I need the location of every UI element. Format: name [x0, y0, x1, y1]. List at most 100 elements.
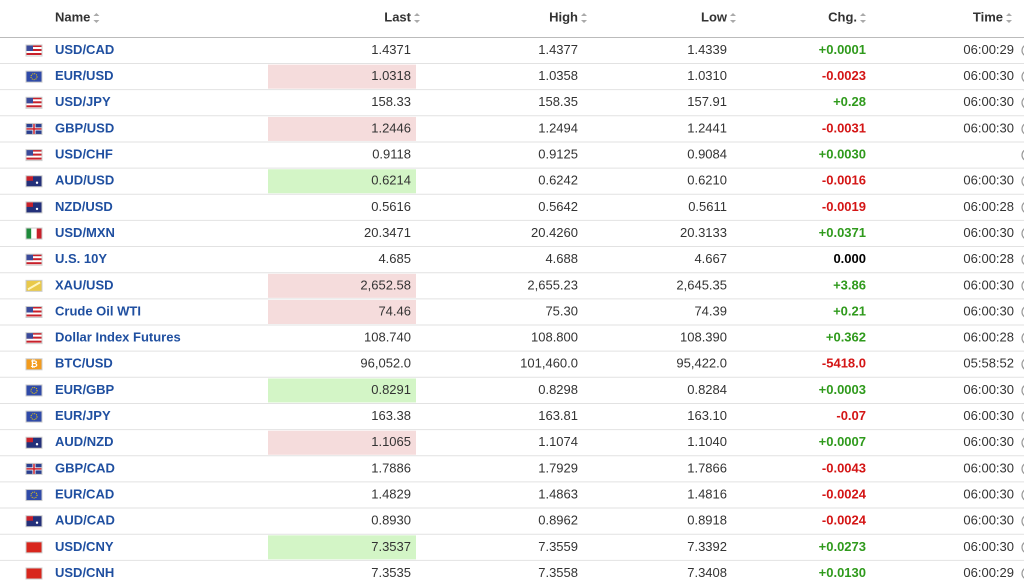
instrument-name[interactable]: EUR/JPY	[55, 408, 111, 423]
flag-icon	[25, 410, 43, 423]
high-price: 1.7929	[538, 460, 578, 475]
flag-icon	[25, 122, 43, 135]
flag-icon	[25, 384, 43, 397]
instrument-name[interactable]: USD/CNH	[55, 565, 114, 580]
instrument-name[interactable]: USD/CAD	[55, 42, 114, 57]
low-price: 108.390	[680, 330, 727, 345]
flag-part	[26, 254, 42, 257]
sort-icon	[581, 13, 587, 23]
flag-part	[26, 228, 32, 240]
low-price: 0.8284	[687, 382, 727, 397]
time: 06:00:29	[963, 565, 1014, 580]
column-header[interactable]: Last	[384, 9, 411, 24]
low-price: 0.9084	[687, 147, 727, 162]
flag-part: ₿	[30, 359, 37, 369]
low-price: 7.3408	[687, 565, 727, 580]
instrument-name[interactable]: BTC/USD	[55, 356, 113, 371]
column-header[interactable]: Name	[55, 9, 90, 24]
instrument-name[interactable]: Crude Oil WTI	[55, 303, 141, 318]
flag-part	[25, 462, 43, 475]
last-price: 1.7886	[371, 460, 411, 475]
instrument-name[interactable]: AUD/CAD	[55, 513, 115, 528]
flag-part	[26, 310, 42, 313]
column-header[interactable]: Chg.	[828, 9, 857, 24]
low-price: 95,422.0	[676, 356, 727, 371]
high-price: 7.3558	[538, 565, 578, 580]
flag-part	[33, 463, 35, 475]
instrument-name[interactable]: Dollar Index Futures	[55, 330, 181, 345]
instrument-name[interactable]: NZD/USD	[55, 199, 113, 214]
low-price: 0.6210	[687, 173, 727, 188]
last-price: 74.46	[378, 303, 411, 318]
time: 06:00:30	[963, 513, 1014, 528]
flag-part	[25, 306, 43, 318]
change: -0.0024	[822, 513, 867, 528]
clock-icon	[1021, 385, 1024, 396]
low-price: 0.8918	[687, 513, 727, 528]
instrument-name[interactable]: XAU/USD	[55, 277, 114, 292]
change: +3.86	[833, 277, 866, 292]
flag-part	[25, 122, 43, 135]
high-price: 1.4863	[538, 486, 578, 501]
flag-part	[35, 181, 39, 184]
flag-part	[26, 175, 33, 181]
flag-part	[26, 384, 42, 396]
sort-icon	[1006, 13, 1012, 23]
time: 06:00:30	[963, 225, 1014, 240]
flag-part	[36, 228, 42, 240]
column-header[interactable]: High	[549, 9, 578, 24]
instrument-name[interactable]: USD/CNY	[55, 539, 114, 554]
change: +0.0007	[819, 434, 866, 449]
change: -5418.0	[822, 356, 866, 371]
last-price: 0.5616	[371, 199, 411, 214]
instrument-name[interactable]: EUR/USD	[55, 68, 114, 83]
flag-part	[26, 332, 33, 339]
flag-part	[26, 437, 33, 443]
instrument-name[interactable]: USD/MXN	[55, 225, 115, 240]
clock-icon	[1021, 463, 1024, 475]
flag-part	[25, 567, 43, 580]
column-header[interactable]: Low	[701, 9, 728, 24]
instrument-name[interactable]: USD/JPY	[55, 94, 111, 109]
change: +0.28	[833, 94, 866, 109]
instrument-name[interactable]: AUD/USD	[55, 173, 114, 188]
instrument-name[interactable]: EUR/CAD	[55, 486, 114, 501]
instrument-name[interactable]: GBP/USD	[55, 120, 114, 135]
time: 06:00:30	[963, 460, 1014, 475]
last-price: 108.740	[364, 330, 411, 345]
instrument-name[interactable]: EUR/GBP	[55, 382, 115, 397]
high-price: 75.30	[545, 303, 578, 318]
high-price: 0.8962	[538, 513, 578, 528]
clock-icon	[1021, 515, 1024, 527]
flag-part	[25, 201, 43, 214]
flag-part	[26, 541, 42, 553]
flag-part	[25, 332, 43, 345]
low-price: 1.4816	[687, 486, 727, 501]
high-price: 2,655.23	[527, 277, 578, 292]
instrument-name[interactable]: GBP/CAD	[55, 460, 115, 475]
flag-part	[25, 384, 43, 397]
instrument-name[interactable]: AUD/NZD	[55, 434, 114, 449]
last-price: 163.38	[371, 408, 411, 423]
flag-icon: ₿	[25, 358, 43, 371]
change: +0.0030	[819, 147, 866, 162]
clock-icon	[1021, 176, 1024, 187]
column-header[interactable]: Time	[973, 9, 1003, 24]
flag-part	[25, 279, 43, 292]
flag-part	[25, 44, 43, 57]
flag-icon	[25, 541, 43, 554]
flag-part	[25, 70, 43, 83]
high-price: 163.81	[538, 408, 578, 423]
clock-icon	[1021, 202, 1024, 213]
flag-part	[26, 105, 42, 108]
flag-icon	[25, 462, 43, 475]
instrument-name[interactable]: U.S. 10Y	[55, 251, 107, 266]
low-price: 7.3392	[687, 539, 727, 554]
change: +0.0003	[819, 382, 866, 397]
instrument-name[interactable]: USD/CHF	[55, 147, 113, 162]
flag-part	[26, 358, 42, 370]
flag-part	[30, 413, 38, 421]
last-price: 0.8291	[371, 382, 411, 397]
clock-icon	[1021, 359, 1024, 370]
flag-part	[26, 332, 42, 335]
